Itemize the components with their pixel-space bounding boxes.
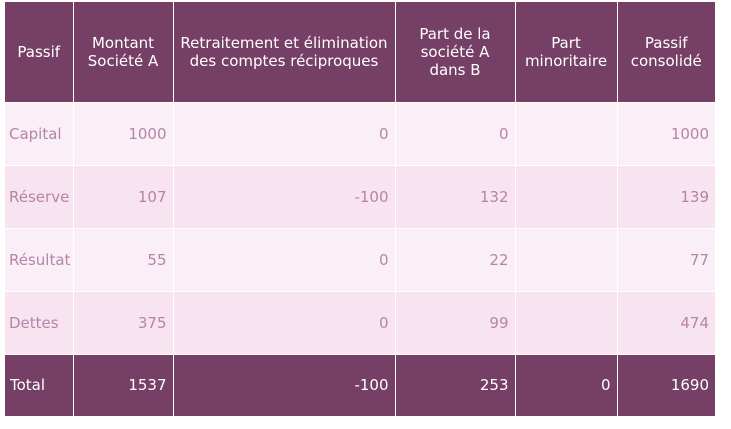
cell-part-a: 99 [395,291,516,355]
header-part-societe-a: Part de la société A dans B [395,2,516,103]
cell-retraitement: 0 [173,291,396,355]
cell-consolide: 474 [617,291,715,355]
row-label: Réserve [5,165,74,229]
row-label: Résultat [5,228,74,292]
cell-part-minoritaire [515,228,618,292]
total-label: Total [5,354,74,416]
cell-part-a: 22 [395,228,516,292]
cell-consolide: 77 [617,228,715,292]
table-row: Réserve 107 -100 132 139 [5,165,715,229]
cell-montant: 55 [73,228,174,292]
total-montant: 1537 [73,354,174,416]
total-part-a: 253 [395,354,516,416]
table-row: Dettes 375 0 99 474 [5,291,715,355]
cell-retraitement: -100 [173,165,396,229]
header-passif-consolide: Passif consolidé [617,2,715,103]
consolidation-table: Passif Montant Société A Retraitement et… [5,2,715,416]
cell-montant: 107 [73,165,174,229]
total-retraitement: -100 [173,354,396,416]
cell-consolide: 1000 [617,102,715,166]
cell-part-a: 0 [395,102,516,166]
cell-montant: 1000 [73,102,174,166]
cell-montant: 375 [73,291,174,355]
cell-part-minoritaire [515,291,618,355]
total-part-minoritaire: 0 [515,354,618,416]
header-montant-societe-a: Montant Société A [73,2,174,103]
cell-part-minoritaire [515,102,618,166]
header-passif: Passif [5,2,74,103]
total-consolide: 1690 [617,354,715,416]
table-row: Résultat 55 0 22 77 [5,228,715,292]
table-row: Capital 1000 0 0 1000 [5,102,715,166]
cell-part-minoritaire [515,165,618,229]
header-retraitement: Retraitement et élimination des comptes … [173,2,396,103]
header-row: Passif Montant Société A Retraitement et… [5,2,715,103]
cell-part-a: 132 [395,165,516,229]
row-label: Capital [5,102,74,166]
cell-consolide: 139 [617,165,715,229]
row-label: Dettes [5,291,74,355]
header-part-minoritaire: Part minoritaire [515,2,618,103]
cell-retraitement: 0 [173,102,396,166]
total-row: Total 1537 -100 253 0 1690 [5,354,715,416]
cell-retraitement: 0 [173,228,396,292]
